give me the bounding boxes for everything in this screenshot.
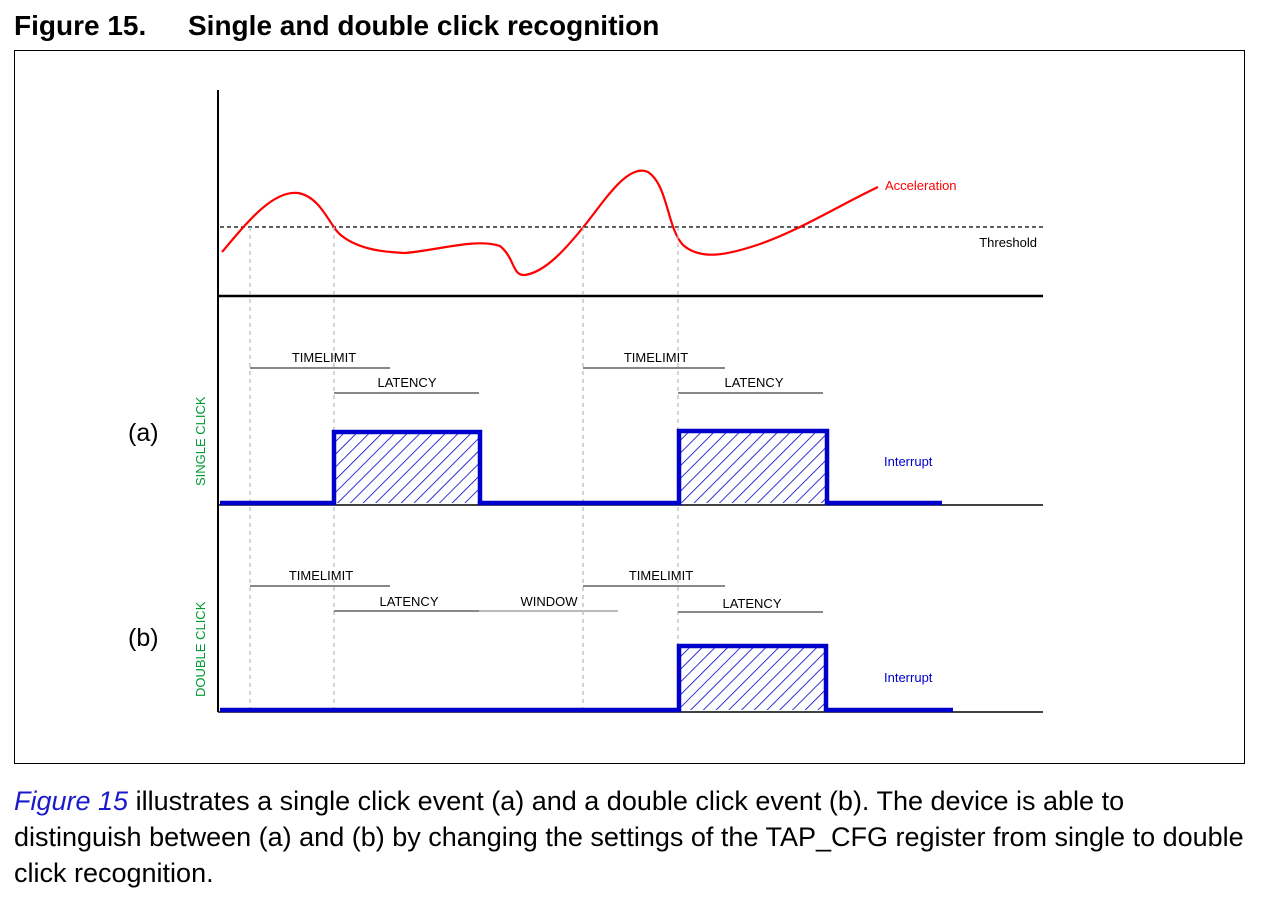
double-window: WINDOW bbox=[520, 594, 578, 609]
acceleration-label: Acceleration bbox=[885, 178, 957, 193]
double-timing-bars bbox=[250, 585, 823, 613]
single-latency-1: LATENCY bbox=[378, 375, 437, 390]
double-interrupt-label: Interrupt bbox=[884, 670, 933, 685]
row-b-label: DOUBLE CLICK bbox=[193, 601, 208, 697]
single-latency-2: LATENCY bbox=[725, 375, 784, 390]
double-interrupt-signal bbox=[220, 643, 953, 713]
figure-caption: Figure 15 illustrates a single click eve… bbox=[14, 783, 1254, 891]
double-timelimit-2: TIMELIMIT bbox=[629, 568, 693, 583]
acceleration-curve bbox=[221, 169, 879, 277]
single-interrupt-label: Interrupt bbox=[884, 454, 933, 469]
double-timelimit-1: TIMELIMIT bbox=[289, 568, 353, 583]
figure-title: Figure 15. Single and double click recogn… bbox=[14, 10, 659, 42]
figure-reference-link[interactable]: Figure 15 bbox=[14, 786, 129, 816]
single-interrupt-signal bbox=[220, 428, 942, 506]
double-pulse-fill bbox=[679, 646, 826, 710]
figure-number: Figure 15. bbox=[14, 10, 147, 41]
row-a-letter: (a) bbox=[128, 419, 159, 447]
single-pulse-1-fill bbox=[334, 432, 480, 503]
double-latency-1: LATENCY bbox=[380, 594, 439, 609]
single-timelimit-1: TIMELIMIT bbox=[292, 350, 356, 365]
row-a-label: SINGLE CLICK bbox=[193, 396, 208, 486]
single-pulse-2-fill bbox=[679, 431, 827, 503]
figure-title-text: Single and double click recognition bbox=[188, 10, 660, 41]
double-latency-2: LATENCY bbox=[723, 596, 782, 611]
caption-text: illustrates a single click event (a) and… bbox=[14, 786, 1244, 888]
single-timelimit-2: TIMELIMIT bbox=[624, 350, 688, 365]
threshold-label: Threshold bbox=[979, 235, 1037, 250]
row-b-letter: (b) bbox=[128, 624, 159, 652]
figure-frame bbox=[14, 50, 1245, 764]
single-timing-bars bbox=[250, 367, 823, 394]
